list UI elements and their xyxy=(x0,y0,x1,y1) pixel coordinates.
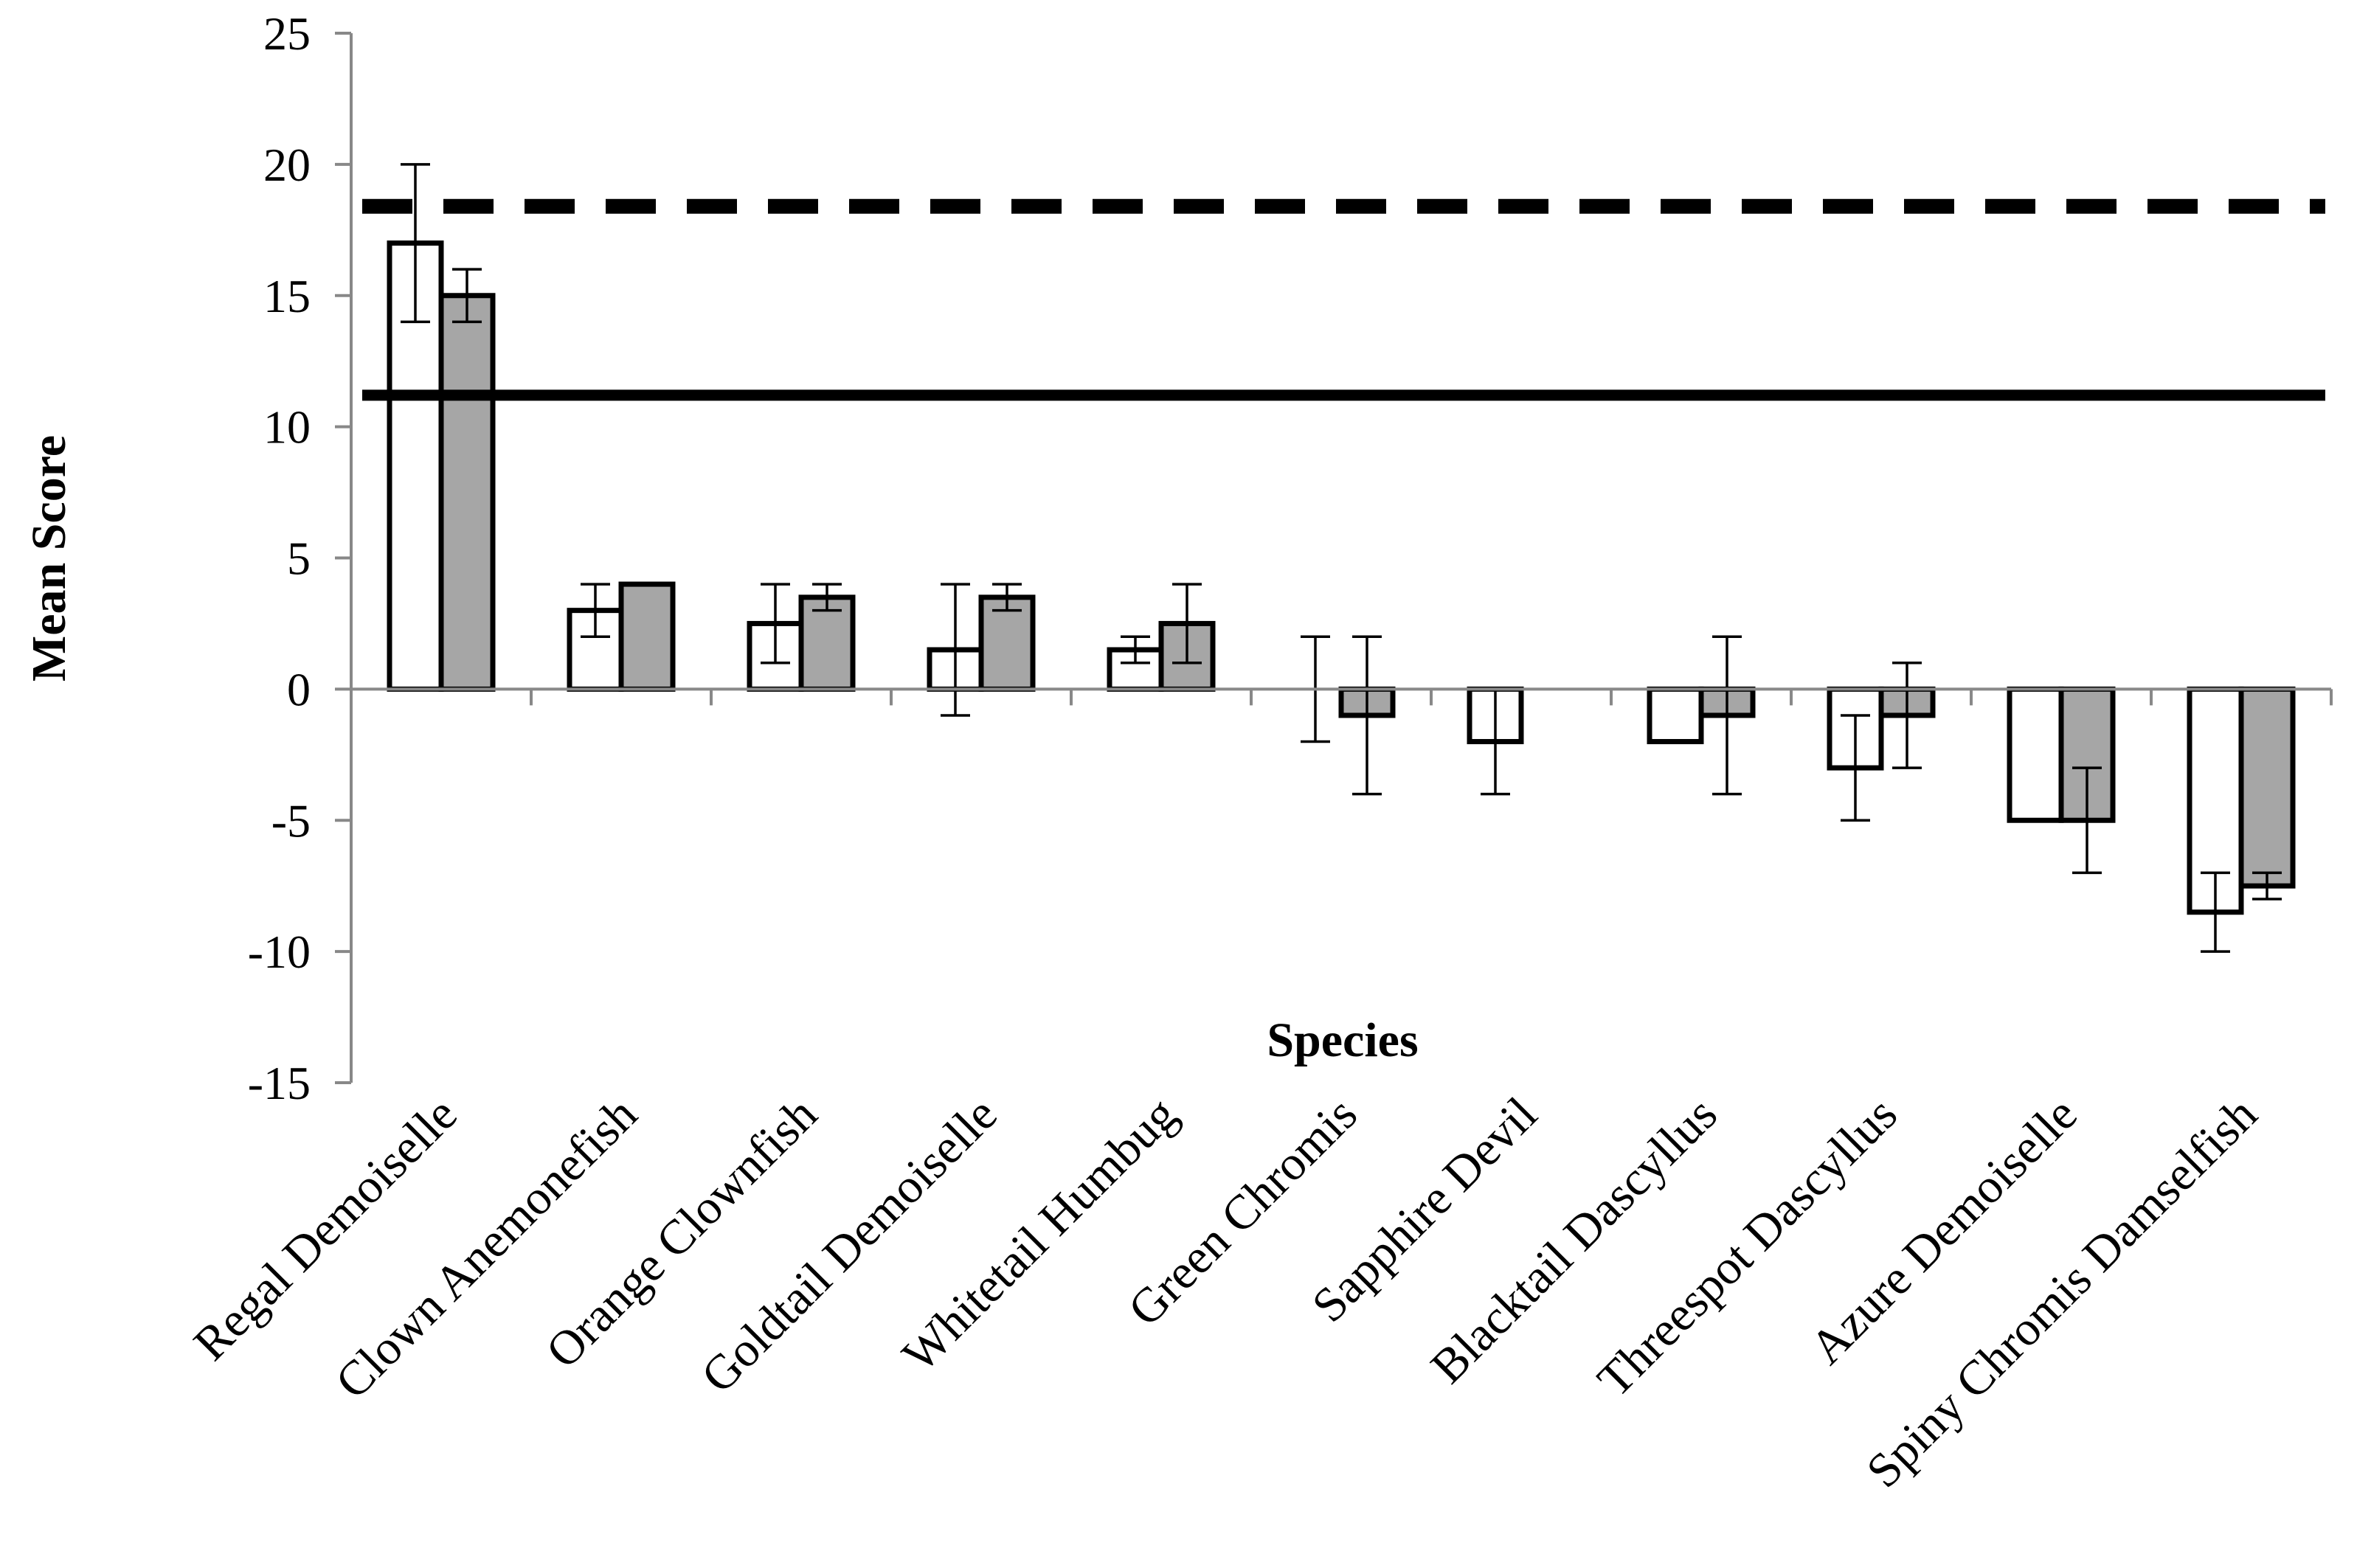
y-tick-label: 20 xyxy=(263,139,311,191)
axes xyxy=(335,32,2333,1084)
y-tick-label: 25 xyxy=(263,7,311,60)
y-tick-label: 5 xyxy=(287,533,311,585)
bar-marks xyxy=(387,240,2296,915)
y-axis-title: Mean Score xyxy=(22,435,76,681)
x-axis-title: Species xyxy=(1267,1013,1418,1067)
bar-gray-spiny-chromis-damselfish xyxy=(2238,686,2296,889)
category-label: Threespot Dascyllus xyxy=(1588,1087,1908,1407)
bar-white-blacktail-dascyllus xyxy=(1647,686,1704,745)
y-tick-label: 0 xyxy=(287,663,311,715)
y-tick-label: 10 xyxy=(263,401,311,454)
reference-lines xyxy=(362,198,2325,401)
y-tick-labels: 25 20 15 10 5 0 -5 -10 -15 xyxy=(248,7,311,1109)
error-bars xyxy=(401,163,2282,953)
bar-gray-clown-anemonefish xyxy=(618,581,676,692)
bar-white-azure-demoiselle xyxy=(2007,686,2064,823)
y-tick-label: 15 xyxy=(263,270,311,322)
y-tick-label: -5 xyxy=(271,794,311,847)
y-tick-label: -10 xyxy=(248,926,311,978)
bar-gray-regal-demoiselle xyxy=(438,293,496,692)
category-label: Clown Anemonefish xyxy=(325,1087,648,1409)
category-label: Goldtail Demoiselle xyxy=(691,1087,1008,1404)
y-tick-label: -15 xyxy=(248,1057,311,1109)
